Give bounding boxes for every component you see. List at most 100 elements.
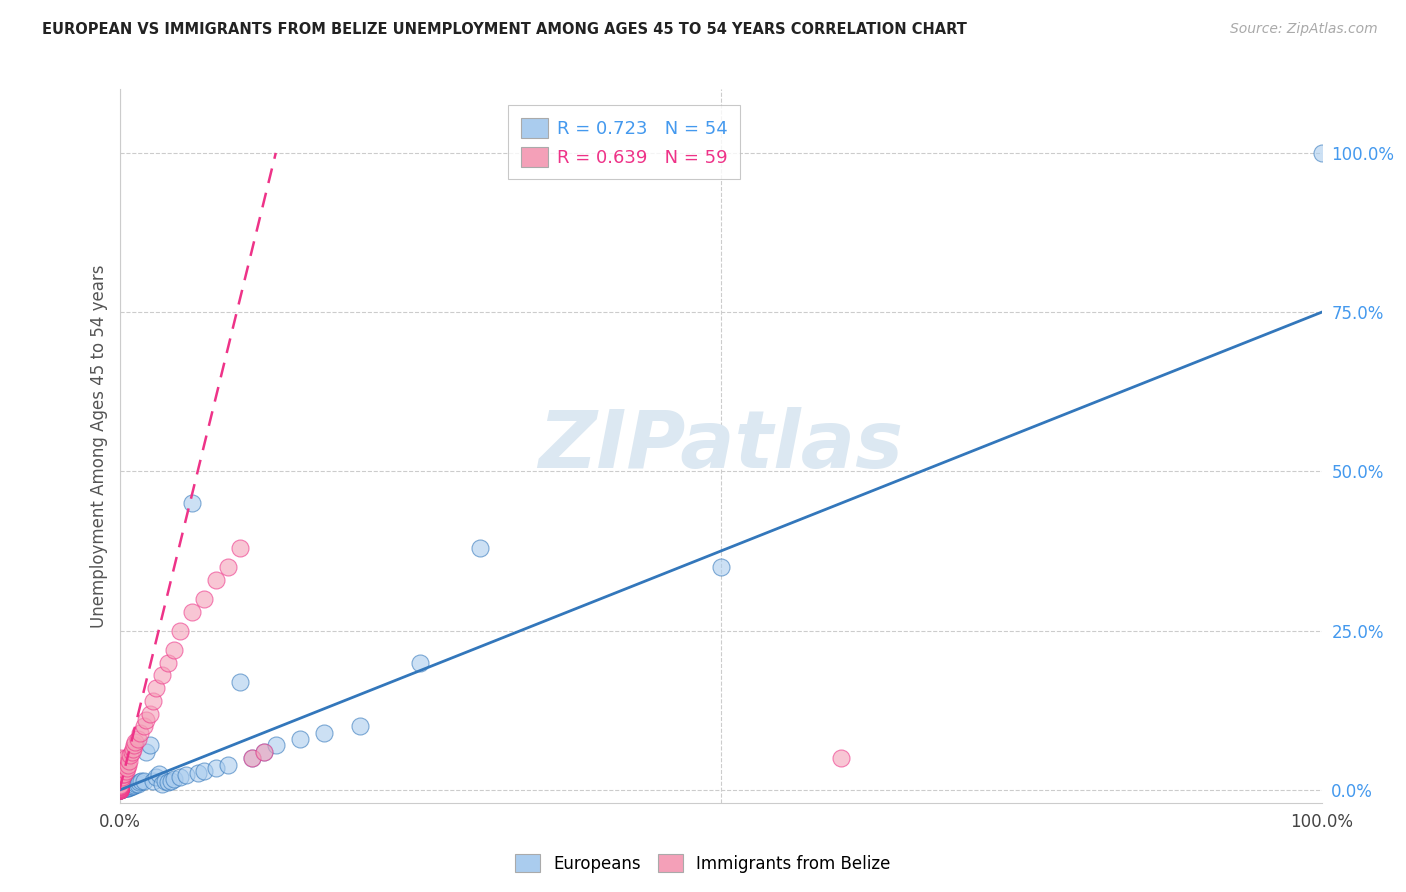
Point bbox=[127, 732, 149, 747]
Point bbox=[153, 774, 176, 789]
Point bbox=[156, 656, 179, 670]
Point bbox=[110, 761, 132, 775]
Point bbox=[120, 780, 142, 794]
Point bbox=[108, 781, 131, 796]
Point bbox=[228, 541, 252, 555]
Point bbox=[117, 780, 139, 795]
Legend: Europeans, Immigrants from Belize: Europeans, Immigrants from Belize bbox=[509, 847, 897, 880]
Point bbox=[115, 761, 138, 775]
Point bbox=[118, 755, 141, 769]
Point bbox=[150, 777, 173, 791]
Point bbox=[138, 706, 160, 721]
Point bbox=[108, 782, 131, 797]
Point bbox=[132, 773, 155, 788]
Point bbox=[288, 732, 311, 747]
Point bbox=[108, 783, 131, 797]
Point bbox=[124, 735, 146, 749]
Point bbox=[108, 783, 131, 797]
Point bbox=[160, 774, 183, 789]
Point bbox=[108, 780, 131, 794]
Point bbox=[264, 739, 287, 753]
Point bbox=[110, 773, 132, 788]
Point bbox=[114, 781, 136, 796]
Point bbox=[108, 782, 131, 797]
Point bbox=[111, 781, 134, 796]
Point bbox=[110, 751, 132, 765]
Point bbox=[114, 751, 136, 765]
Point bbox=[180, 496, 202, 510]
Point bbox=[121, 779, 143, 793]
Point bbox=[228, 674, 252, 689]
Point bbox=[108, 781, 131, 796]
Point bbox=[142, 773, 165, 788]
Point bbox=[122, 739, 145, 753]
Point bbox=[108, 783, 131, 797]
Point bbox=[108, 783, 131, 797]
Point bbox=[204, 573, 226, 587]
Y-axis label: Unemployment Among Ages 45 to 54 years: Unemployment Among Ages 45 to 54 years bbox=[90, 264, 108, 628]
Point bbox=[108, 783, 131, 797]
Point bbox=[174, 768, 197, 782]
Point bbox=[468, 541, 492, 555]
Point bbox=[169, 770, 191, 784]
Point bbox=[110, 767, 132, 781]
Point bbox=[108, 779, 131, 793]
Point bbox=[180, 605, 202, 619]
Point bbox=[120, 747, 142, 762]
Point bbox=[108, 781, 131, 796]
Point bbox=[148, 767, 170, 781]
Point bbox=[108, 782, 131, 797]
Text: ZIPatlas: ZIPatlas bbox=[538, 407, 903, 485]
Point bbox=[122, 778, 145, 792]
Point bbox=[132, 719, 155, 733]
Point bbox=[112, 781, 135, 796]
Point bbox=[193, 764, 215, 778]
Point bbox=[108, 780, 131, 794]
Point bbox=[108, 780, 131, 795]
Point bbox=[112, 781, 135, 796]
Point bbox=[108, 783, 131, 797]
Point bbox=[312, 725, 335, 739]
Point bbox=[145, 681, 167, 695]
Text: Source: ZipAtlas.com: Source: ZipAtlas.com bbox=[1230, 22, 1378, 37]
Point bbox=[409, 656, 432, 670]
Point bbox=[108, 778, 131, 792]
Point bbox=[117, 757, 139, 772]
Point bbox=[112, 767, 135, 781]
Point bbox=[193, 591, 215, 606]
Point bbox=[108, 783, 131, 797]
Point bbox=[111, 770, 134, 784]
Point bbox=[709, 560, 731, 574]
Point bbox=[108, 783, 131, 797]
Point bbox=[253, 745, 276, 759]
Point bbox=[150, 668, 173, 682]
Point bbox=[135, 745, 157, 759]
Point bbox=[112, 767, 135, 781]
Point bbox=[111, 764, 134, 778]
Point bbox=[108, 782, 131, 797]
Point bbox=[121, 741, 143, 756]
Point bbox=[121, 745, 143, 759]
Point bbox=[349, 719, 371, 733]
Point bbox=[127, 777, 149, 791]
Point bbox=[1310, 145, 1333, 160]
Point bbox=[162, 643, 184, 657]
Point bbox=[121, 779, 143, 793]
Point bbox=[112, 761, 135, 775]
Point bbox=[142, 694, 165, 708]
Point bbox=[112, 757, 135, 772]
Point bbox=[240, 751, 263, 765]
Text: EUROPEAN VS IMMIGRANTS FROM BELIZE UNEMPLOYMENT AMONG AGES 45 TO 54 YEARS CORREL: EUROPEAN VS IMMIGRANTS FROM BELIZE UNEMP… bbox=[42, 22, 967, 37]
Legend: R = 0.723   N = 54, R = 0.639   N = 59: R = 0.723 N = 54, R = 0.639 N = 59 bbox=[509, 105, 741, 179]
Point bbox=[108, 783, 131, 797]
Point bbox=[125, 777, 148, 791]
Point bbox=[145, 770, 167, 784]
Point bbox=[217, 560, 239, 574]
Point bbox=[240, 751, 263, 765]
Point bbox=[162, 772, 184, 787]
Point bbox=[204, 761, 226, 775]
Point bbox=[108, 782, 131, 797]
Point bbox=[108, 779, 131, 793]
Point bbox=[138, 739, 160, 753]
Point bbox=[115, 780, 138, 795]
